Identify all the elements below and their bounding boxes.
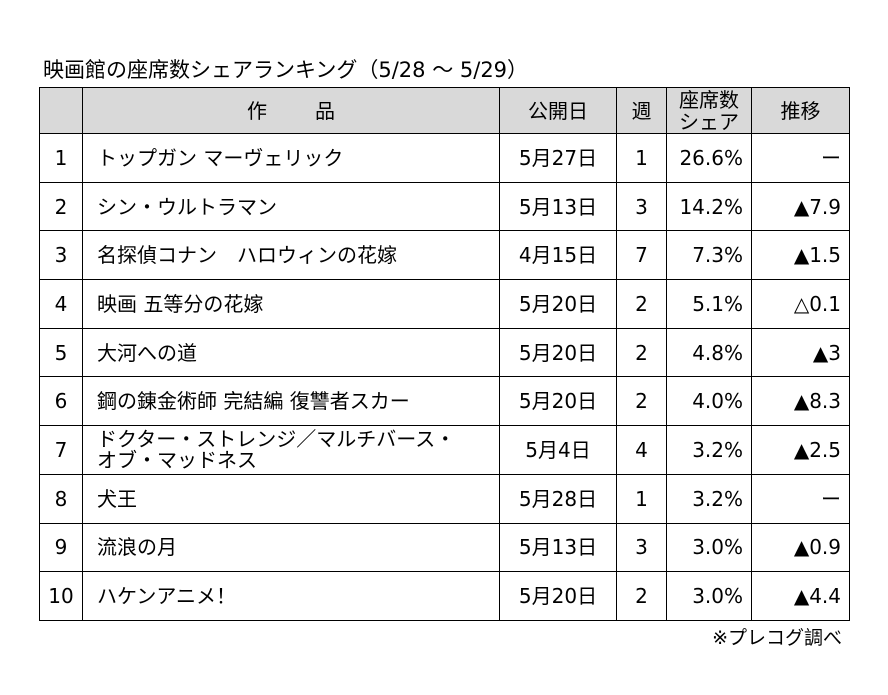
- row-trend: △0.1: [751, 279, 850, 329]
- table-row: 4 映画 五等分の花嫁 5月20日 2 5.1% △0.1: [39, 279, 850, 329]
- row-title: ドクター・ストレンジ／マルチバース・ オブ・マッドネス: [82, 425, 500, 475]
- row-trend: ー: [751, 133, 850, 183]
- row-share: 3.0%: [666, 571, 752, 621]
- row-title-text: 大河への道: [97, 340, 197, 365]
- row-title: 名探偵コナン ハロウィンの花嫁: [82, 230, 500, 281]
- table-row: 3 名探偵コナン ハロウィンの花嫁 4月15日 7 7.3% ▲1.5: [39, 230, 850, 281]
- row-trend: ▲3: [751, 327, 850, 378]
- row-share: 3.2%: [666, 425, 752, 475]
- row-title-text: 名探偵コナン ハロウィンの花嫁: [97, 243, 397, 268]
- row-title-text: 犬王: [97, 486, 137, 511]
- table-row: 1 トップガン マーヴェリック 5月27日 1 26.6% ー: [39, 133, 850, 183]
- row-week: 2: [616, 571, 667, 621]
- row-week: 3: [616, 522, 667, 573]
- row-week: 2: [616, 376, 667, 427]
- row-release: 5月4日: [499, 425, 617, 475]
- row-release: 5月20日: [499, 571, 617, 621]
- row-trend: ▲7.9: [751, 181, 850, 232]
- row-title: シン・ウルトラマン: [82, 181, 500, 232]
- table-row: 9 流浪の月 5月13日 3 3.0% ▲0.9: [39, 522, 850, 573]
- row-title-text: シン・ウルトラマン: [97, 194, 277, 219]
- row-share: 7.3%: [666, 230, 752, 281]
- row-title-text: ハケンアニメ！: [97, 584, 236, 609]
- row-rank: 5: [39, 327, 83, 378]
- header-title-char-1: 作: [247, 98, 267, 123]
- row-rank: 9: [39, 522, 83, 573]
- row-title-text: トップガン マーヴェリック: [97, 145, 344, 170]
- header-title-char-2: 品: [315, 98, 335, 123]
- row-release: 5月20日: [499, 279, 617, 329]
- row-week: 4: [616, 425, 667, 475]
- row-trend: ▲0.9: [751, 522, 850, 573]
- row-title: 鋼の錬金術師 完結編 復讐者スカー: [82, 376, 500, 427]
- row-share: 4.8%: [666, 327, 752, 378]
- table-row: 7 ドクター・ストレンジ／マルチバース・ オブ・マッドネス 5月4日 4 3.2% ▲2.5: [39, 425, 850, 475]
- row-trend: ▲4.4: [751, 571, 850, 621]
- row-rank: 7: [39, 425, 83, 475]
- row-trend: ▲2.5: [751, 425, 850, 475]
- table-header-row: 作品 公開日 週 座席数 シェア 推移: [39, 87, 850, 134]
- row-title: 犬王: [82, 473, 500, 524]
- source-note: ※プレコグ調べ: [712, 627, 842, 649]
- row-title-text: 鋼の錬金術師 完結編 復讐者スカー: [97, 389, 410, 414]
- row-week: 2: [616, 327, 667, 378]
- row-share: 14.2%: [666, 181, 752, 232]
- header-title: 作品: [82, 87, 500, 134]
- header-rank: [39, 87, 83, 134]
- table-row: 6 鋼の錬金術師 完結編 復讐者スカー 5月20日 2 4.0% ▲8.3: [39, 376, 850, 427]
- row-release: 5月28日: [499, 473, 617, 524]
- header-share-line-1: 座席数: [679, 87, 739, 112]
- ranking-table: 作品 公開日 週 座席数 シェア 推移 1 トップガン マーヴェリック 5月27日 1 2…: [39, 87, 850, 621]
- row-title: 大河への道: [82, 327, 500, 378]
- header-week: 週: [616, 87, 667, 134]
- row-title-line-2: オブ・マッドネス: [97, 447, 257, 472]
- row-share: 4.0%: [666, 376, 752, 427]
- row-trend: ー: [751, 473, 850, 524]
- row-share: 3.2%: [666, 473, 752, 524]
- table-row: 10 ハケンアニメ！ 5月20日 2 3.0% ▲4.4: [39, 571, 850, 621]
- row-title: 流浪の月: [82, 522, 500, 573]
- table-row: 8 犬王 5月28日 1 3.2% ー: [39, 473, 850, 524]
- table-row: 5 大河への道 5月20日 2 4.8% ▲3: [39, 327, 850, 378]
- row-rank: 1: [39, 133, 83, 183]
- row-week: 7: [616, 230, 667, 281]
- header-share-line-2: シェア: [679, 109, 739, 134]
- row-share: 26.6%: [666, 133, 752, 183]
- page-title: 映画館の座席数シェアランキング（5/28 〜 5/29）: [43, 58, 529, 82]
- row-rank: 8: [39, 473, 83, 524]
- row-release: 5月13日: [499, 522, 617, 573]
- row-release: 5月20日: [499, 376, 617, 427]
- header-share: 座席数 シェア: [666, 87, 752, 134]
- row-week: 1: [616, 133, 667, 183]
- row-release: 5月13日: [499, 181, 617, 232]
- header-trend: 推移: [751, 87, 850, 134]
- row-share: 3.0%: [666, 522, 752, 573]
- row-rank: 6: [39, 376, 83, 427]
- row-week: 2: [616, 279, 667, 329]
- row-rank: 2: [39, 181, 83, 232]
- row-trend: ▲1.5: [751, 230, 850, 281]
- row-rank: 3: [39, 230, 83, 281]
- table-row: 2 シン・ウルトラマン 5月13日 3 14.2% ▲7.9: [39, 181, 850, 232]
- row-share: 5.1%: [666, 279, 752, 329]
- header-release: 公開日: [499, 87, 617, 134]
- row-week: 3: [616, 181, 667, 232]
- row-release: 4月15日: [499, 230, 617, 281]
- row-rank: 4: [39, 279, 83, 329]
- row-title: 映画 五等分の花嫁: [82, 279, 500, 329]
- row-title: トップガン マーヴェリック: [82, 133, 500, 183]
- row-release: 5月27日: [499, 133, 617, 183]
- row-trend: ▲8.3: [751, 376, 850, 427]
- row-release: 5月20日: [499, 327, 617, 378]
- row-title-line-1: ドクター・ストレンジ／マルチバース・: [97, 426, 456, 451]
- row-title-text: 流浪の月: [97, 535, 177, 560]
- row-rank: 10: [39, 571, 83, 621]
- row-title-text: 映画 五等分の花嫁: [97, 291, 264, 316]
- row-title: ハケンアニメ！: [82, 571, 500, 621]
- row-week: 1: [616, 473, 667, 524]
